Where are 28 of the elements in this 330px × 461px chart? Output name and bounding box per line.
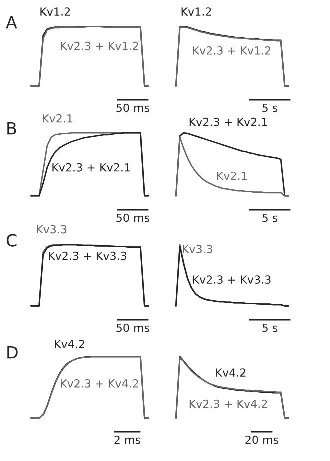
series-label: Kv2.1 [43, 114, 73, 123]
text: 50 ms [116, 104, 150, 112]
series-label: Kv1.2 [182, 8, 212, 16]
text: 5 s [262, 214, 278, 222]
text: 2 ms [114, 436, 141, 444]
text: 20 ms [246, 436, 279, 444]
series-label: Kv2.3 + Kv2.1 [190, 118, 268, 126]
text: 50 ms [116, 214, 150, 222]
series-label: Kv2.3 + Kv1.2 [193, 46, 271, 55]
chart-title: D [8, 346, 18, 359]
series-label: Kv3.3 [182, 245, 213, 254]
chart-title: A [6, 16, 18, 29]
series-label: Kv2.3 + Kv4.2 [61, 379, 138, 388]
series-label: Kv2.3 + Kv4.2 [190, 400, 268, 408]
series-label: Kv4.2 [55, 340, 84, 348]
chart-title: C [6, 234, 17, 247]
text: 5 s [262, 104, 278, 112]
text: 5 s [262, 324, 278, 332]
series-label: Kv2.1 [217, 172, 247, 180]
series-label: Kv2.3 + Kv3.3 [49, 252, 127, 260]
series-label: Kv2.3 + Kv1.2 [61, 42, 138, 50]
series-label: Kv2.3 + Kv2.1 [52, 163, 130, 172]
text: 50 ms [116, 324, 150, 332]
series-label: Kv2.3 + Kv3.3 [193, 276, 271, 284]
series-label: Kv3.3 [37, 225, 67, 234]
chart-title: B [8, 122, 16, 135]
series-label: Kv1.2 [40, 8, 70, 16]
series-label: Kv4.2 [216, 368, 246, 377]
